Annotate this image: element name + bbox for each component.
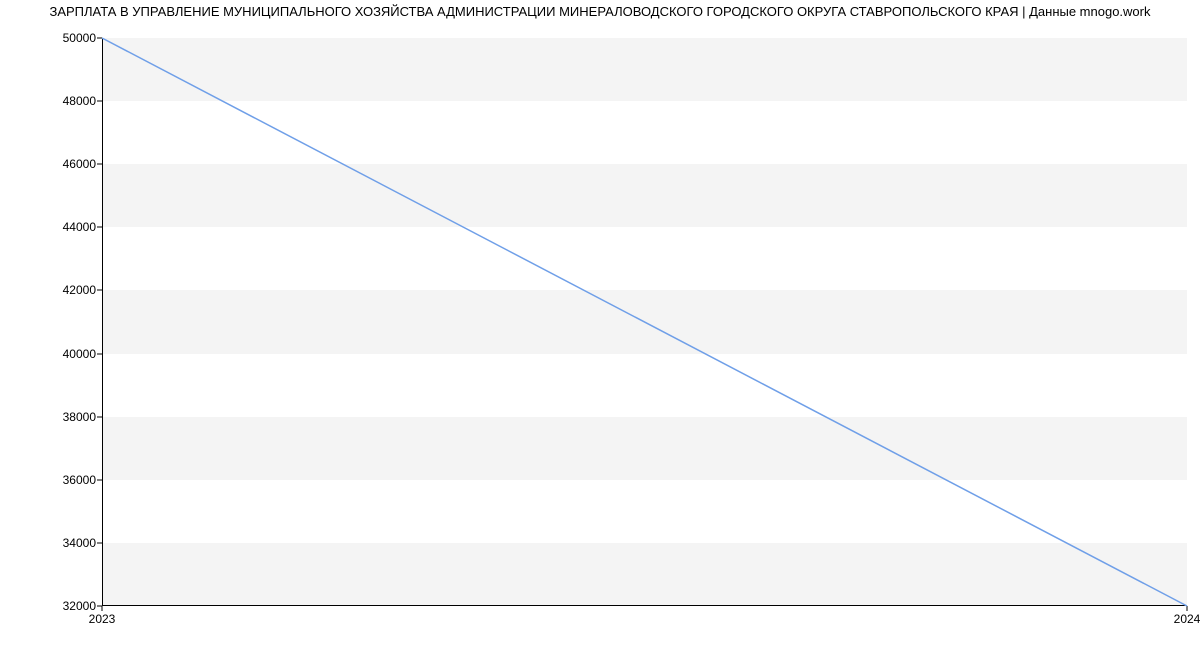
x-tick <box>102 606 103 611</box>
y-tick-label: 48000 <box>63 94 96 108</box>
plot-area: 3200034000360003800040000420004400046000… <box>102 38 1187 606</box>
x-tick <box>1187 606 1188 611</box>
y-tick-label: 36000 <box>63 473 96 487</box>
x-tick-label: 2024 <box>1174 612 1200 626</box>
chart-title: ЗАРПЛАТА В УПРАВЛЕНИЕ МУНИЦИПАЛЬНОГО ХОЗ… <box>0 4 1200 19</box>
y-tick-label: 46000 <box>63 157 96 171</box>
y-tick-label: 40000 <box>63 347 96 361</box>
y-tick-label: 38000 <box>63 410 96 424</box>
y-tick-label: 42000 <box>63 283 96 297</box>
series-line <box>102 38 1187 606</box>
chart-area: 3200034000360003800040000420004400046000… <box>102 38 1187 606</box>
y-tick-label: 32000 <box>63 599 96 613</box>
y-tick-label: 50000 <box>63 31 96 45</box>
y-tick-label: 44000 <box>63 220 96 234</box>
x-tick-label: 2023 <box>89 612 116 626</box>
y-tick-label: 34000 <box>63 536 96 550</box>
